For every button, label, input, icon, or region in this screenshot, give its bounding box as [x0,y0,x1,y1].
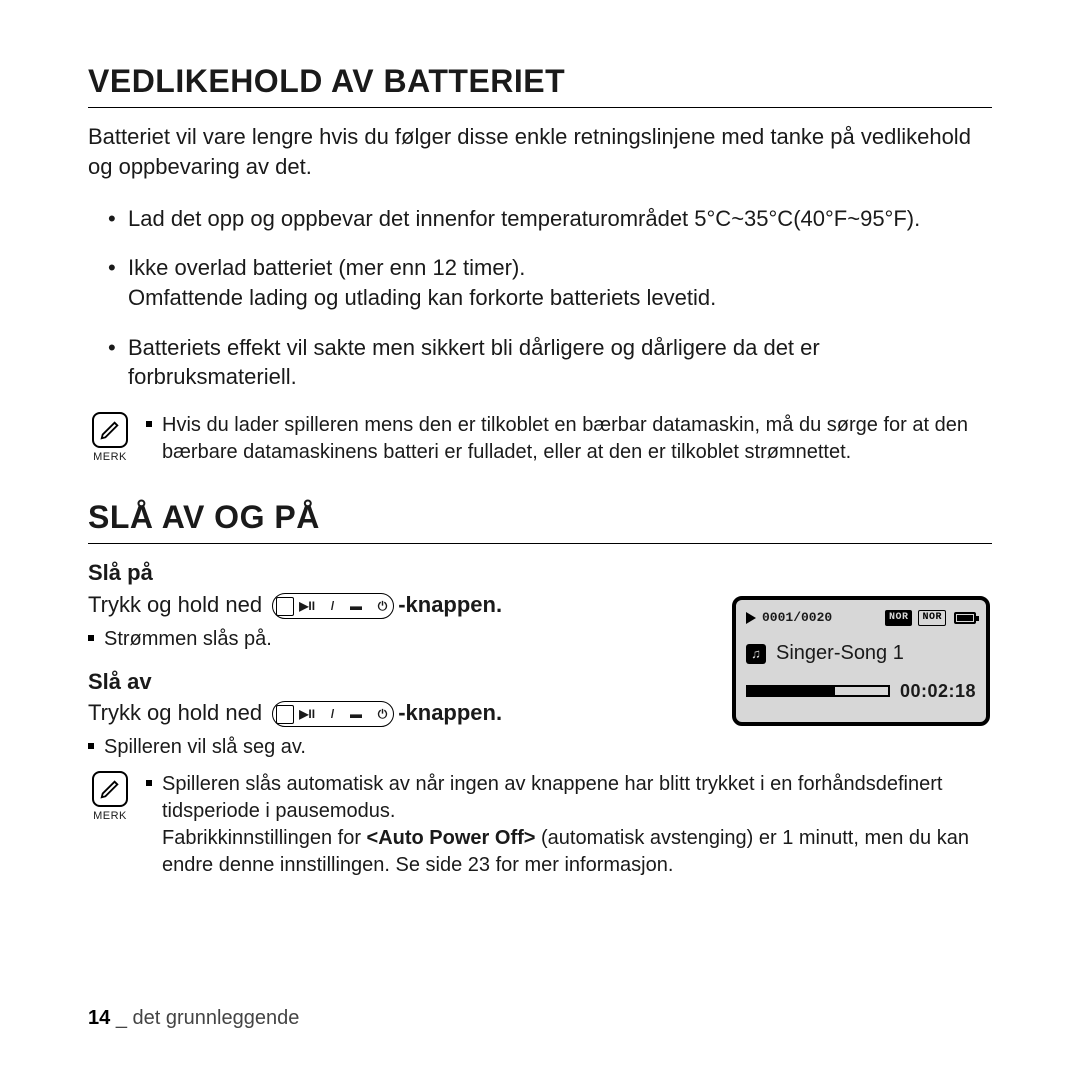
bullet-item: Batteriets effekt vil sakte men sikkert … [108,333,992,392]
turn-off-result: Spilleren vil slå seg av. [88,734,708,761]
press-suffix: -knappen [398,592,496,617]
press-prefix: Trykk og hold ned [88,592,262,617]
footer-label: det grunnleggende [133,1007,300,1029]
badge-nor-2: NOR [918,610,946,626]
note2-line2a: Fabrikkinnstillingen for [162,827,367,849]
section1-intro: Batteriet vil vare lengre hvis du følger… [88,122,992,181]
note-block-2: MERK Spilleren slås automatisk av når in… [88,771,992,881]
page-number: 14 [88,1007,110,1029]
note-item: Spilleren slås automatisk av når ingen a… [146,771,992,879]
turn-off-heading: Slå av [88,667,708,697]
bullet-item: Lad det opp og oppbevar det innenfor tem… [108,204,992,234]
note2-line1: Spilleren slås automatisk av når ingen a… [162,773,942,822]
power-play-button-icon: ▶II/▬⏻ [272,701,394,727]
note-item: Hvis du lader spilleren mens den er tilk… [146,412,992,466]
section1-title: VEDLIKEHOLD AV BATTERIET [88,60,992,108]
power-play-button-icon: ▶II/▬⏻ [272,593,394,619]
badge-nor-1: NOR [885,610,913,626]
play-icon [746,612,756,624]
elapsed-time: 00:02:18 [900,679,976,703]
note-block-1: MERK Hvis du lader spilleren mens den er… [88,412,992,468]
note2-list: Spilleren slås automatisk av når ingen a… [146,771,992,881]
battery-icon [954,612,976,624]
page-footer: 14 _ det grunnleggende [88,1005,299,1032]
note-icon [92,412,128,448]
note-label: MERK [93,809,127,824]
note-label: MERK [93,450,127,465]
turn-on-result: Strømmen slås på. [88,626,708,653]
turn-on-heading: Slå på [88,558,708,588]
song-title: Singer-Song 1 [776,640,904,667]
turn-on-instruction: Trykk og hold ned ▶II/▬⏻ -knappen. [88,590,708,620]
note-icon [92,771,128,807]
bullet-item: Ikke overlad batteriet (mer enn 12 timer… [108,253,992,312]
note1-list: Hvis du lader spilleren mens den er tilk… [146,412,992,468]
press-suffix: -knappen [398,700,496,725]
track-counter: 0001/0020 [762,609,832,627]
battery-bullets: Lad det opp og oppbevar det innenfor tem… [88,204,992,392]
turn-off-instruction: Trykk og hold ned ▶II/▬⏻ -knappen. [88,698,708,728]
auto-power-off-bold: <Auto Power Off> [367,827,536,849]
music-note-icon: ♫ [746,644,766,664]
progress-bar [746,685,890,697]
press-prefix: Trykk og hold ned [88,700,262,725]
section2-title: SLÅ AV OG PÅ [88,496,992,544]
progress-fill [748,687,835,695]
status-bar: 0001/0020 NOR NOR [746,608,976,628]
player-screen: 0001/0020 NOR NOR ♫ Singer-Song 1 00:02:… [732,596,990,726]
